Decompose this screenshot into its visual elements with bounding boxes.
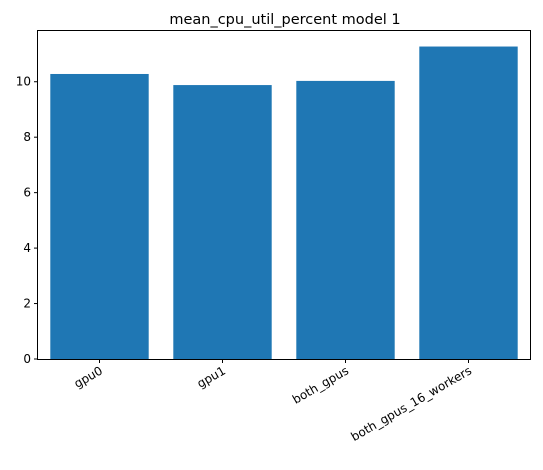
x-tick-label: both_gpus_16_workers xyxy=(349,363,474,444)
y-tick-label: 8 xyxy=(23,130,31,144)
plot-frame xyxy=(37,30,531,360)
bars-group xyxy=(50,46,518,359)
x-tick-label: gpu0 xyxy=(72,363,105,390)
y-tick-label: 4 xyxy=(23,241,31,255)
bar-gpu0 xyxy=(50,73,149,359)
y-axis: 0 2 4 6 8 10 xyxy=(16,75,38,366)
x-tick-label: gpu1 xyxy=(195,363,228,390)
bar-both-gpus-16-workers xyxy=(419,46,518,359)
chart-title: mean_cpu_util_percent model 1 xyxy=(169,12,400,28)
y-tick-label: 6 xyxy=(23,186,31,200)
bar-both-gpus xyxy=(296,80,395,359)
y-tick-label: 10 xyxy=(16,75,31,89)
y-tick-label: 2 xyxy=(23,297,31,311)
bar-gpu1 xyxy=(173,85,272,359)
x-tick-label: both_gpus xyxy=(290,363,351,406)
y-tick-label: 0 xyxy=(23,352,31,366)
